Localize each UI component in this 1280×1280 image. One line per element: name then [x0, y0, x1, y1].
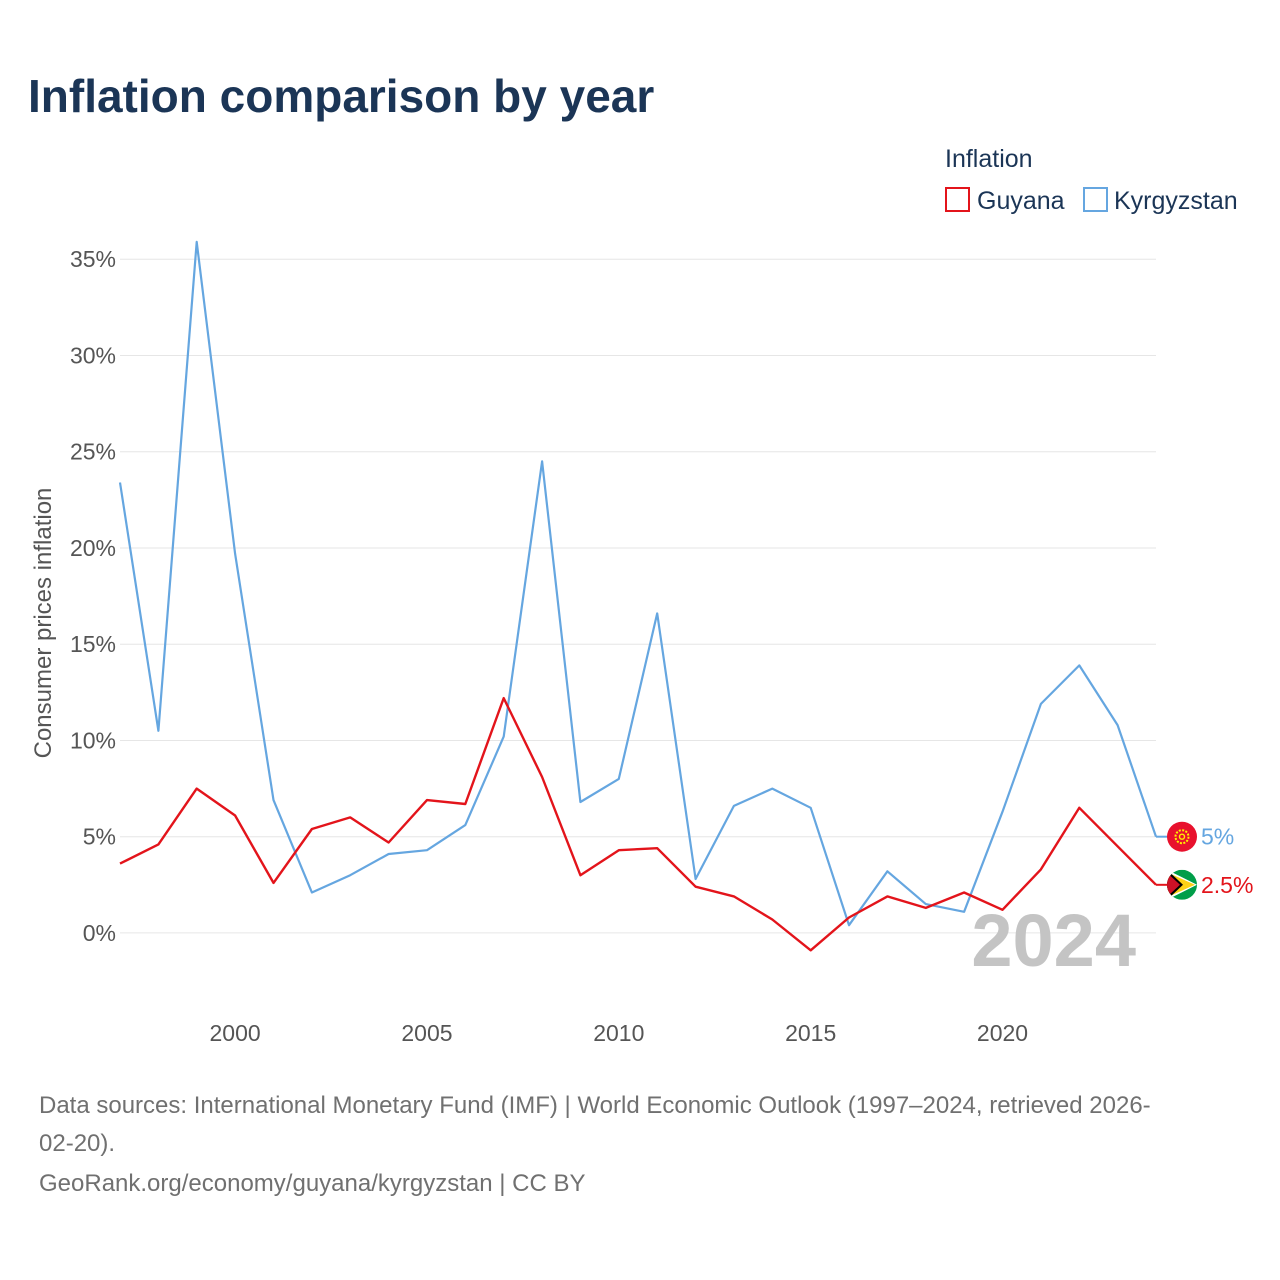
- y-tick-label: 25%: [70, 439, 116, 465]
- end-labels: 2.5% 5%: [1156, 821, 1253, 900]
- legend-item-kyrgyzstan[interactable]: Kyrgyzstan: [1083, 187, 1238, 215]
- y-tick-label: 15%: [70, 631, 116, 657]
- x-tick-label: 2005: [401, 1020, 452, 1046]
- x-tick-label: 2000: [210, 1020, 261, 1046]
- x-tick-label: 2010: [593, 1020, 644, 1046]
- chart-title: Inflation comparison by year: [28, 70, 654, 122]
- y-axis-ticks: 0% 5% 10% 15% 20% 25% 30% 35%: [70, 246, 116, 946]
- y-tick-label: 0%: [83, 920, 116, 946]
- y-tick-label: 35%: [70, 246, 116, 272]
- series-lines: [118, 240, 1158, 952]
- series-line-guyana[interactable]: [119, 696, 1157, 952]
- legend-label-guyana: Guyana: [977, 187, 1065, 215]
- x-tick-label: 2020: [977, 1020, 1028, 1046]
- end-label-guyana: 2.5%: [1201, 872, 1253, 898]
- guyana-flag-icon: [1167, 869, 1197, 900]
- x-tick-label: 2015: [785, 1020, 836, 1046]
- y-tick-label: 10%: [70, 727, 116, 753]
- legend-swatch-guyana: [945, 187, 970, 212]
- legend-label-kyrgyzstan: Kyrgyzstan: [1114, 187, 1238, 215]
- legend-item-guyana[interactable]: Guyana: [945, 187, 1065, 215]
- legend-swatch-kyrgyzstan: [1083, 187, 1108, 212]
- end-label-kyrgyzstan: 5%: [1201, 824, 1234, 850]
- y-axis-label: Consumer prices inflation: [30, 488, 57, 759]
- source-line-2: 02-20).: [39, 1130, 115, 1157]
- source-line-1: Data sources: International Monetary Fun…: [39, 1092, 1151, 1119]
- year-watermark: 2024: [971, 899, 1136, 982]
- gridlines: [120, 258, 1156, 934]
- y-tick-label: 20%: [70, 535, 116, 561]
- legend: Inflation Guyana Kyrgyzstan: [945, 145, 1238, 215]
- x-axis-ticks: 2000 2005 2010 2015 2020: [210, 1020, 1029, 1046]
- legend-title: Inflation: [945, 145, 1033, 173]
- credit-line[interactable]: GeoRank.org/economy/guyana/kyrgyzstan | …: [39, 1170, 586, 1197]
- kyrgyzstan-flag-icon: [1167, 821, 1197, 852]
- series-line-kyrgyzstan[interactable]: [118, 240, 1158, 927]
- y-tick-label: 30%: [70, 342, 116, 368]
- y-tick-label: 5%: [83, 824, 116, 850]
